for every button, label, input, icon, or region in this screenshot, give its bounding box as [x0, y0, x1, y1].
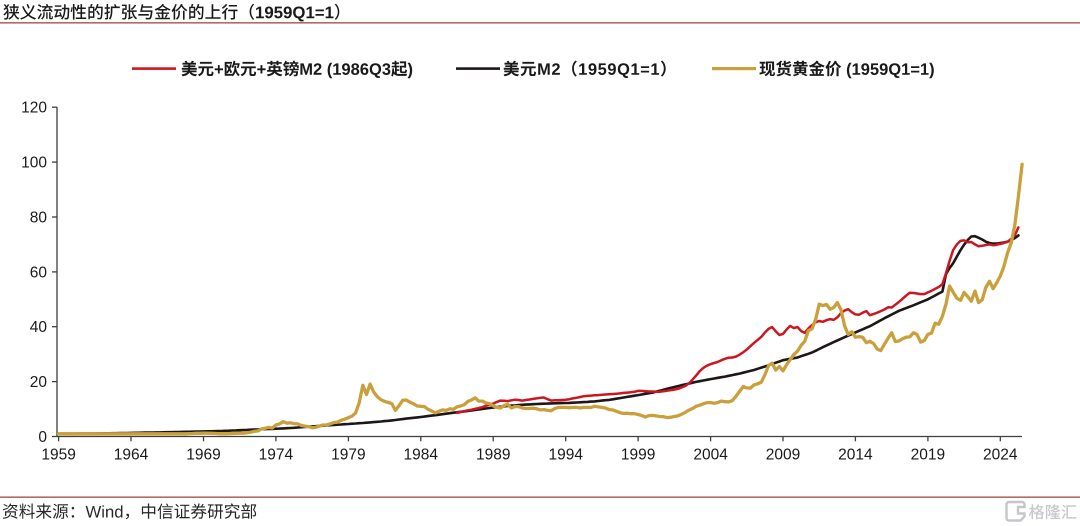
- svg-text:2019: 2019: [911, 447, 945, 464]
- svg-text:2004: 2004: [693, 447, 728, 464]
- svg-text:1989: 1989: [476, 447, 510, 464]
- svg-text:0: 0: [38, 429, 47, 446]
- svg-text:1999: 1999: [621, 447, 655, 464]
- svg-text:1994: 1994: [548, 447, 583, 464]
- svg-text:60: 60: [30, 264, 48, 281]
- svg-text:2014: 2014: [838, 447, 873, 464]
- svg-text:1974: 1974: [259, 447, 294, 464]
- svg-text:2024: 2024: [983, 447, 1018, 464]
- svg-text:100: 100: [21, 155, 47, 172]
- svg-text:40: 40: [30, 319, 48, 336]
- svg-text:1979: 1979: [331, 447, 365, 464]
- svg-text:2009: 2009: [766, 447, 800, 464]
- svg-text:20: 20: [30, 374, 48, 391]
- svg-text:1969: 1969: [186, 447, 220, 464]
- svg-text:120: 120: [21, 100, 47, 117]
- svg-text:1964: 1964: [114, 447, 149, 464]
- svg-text:1959: 1959: [41, 447, 75, 464]
- svg-text:80: 80: [30, 210, 48, 227]
- svg-text:1984: 1984: [404, 447, 439, 464]
